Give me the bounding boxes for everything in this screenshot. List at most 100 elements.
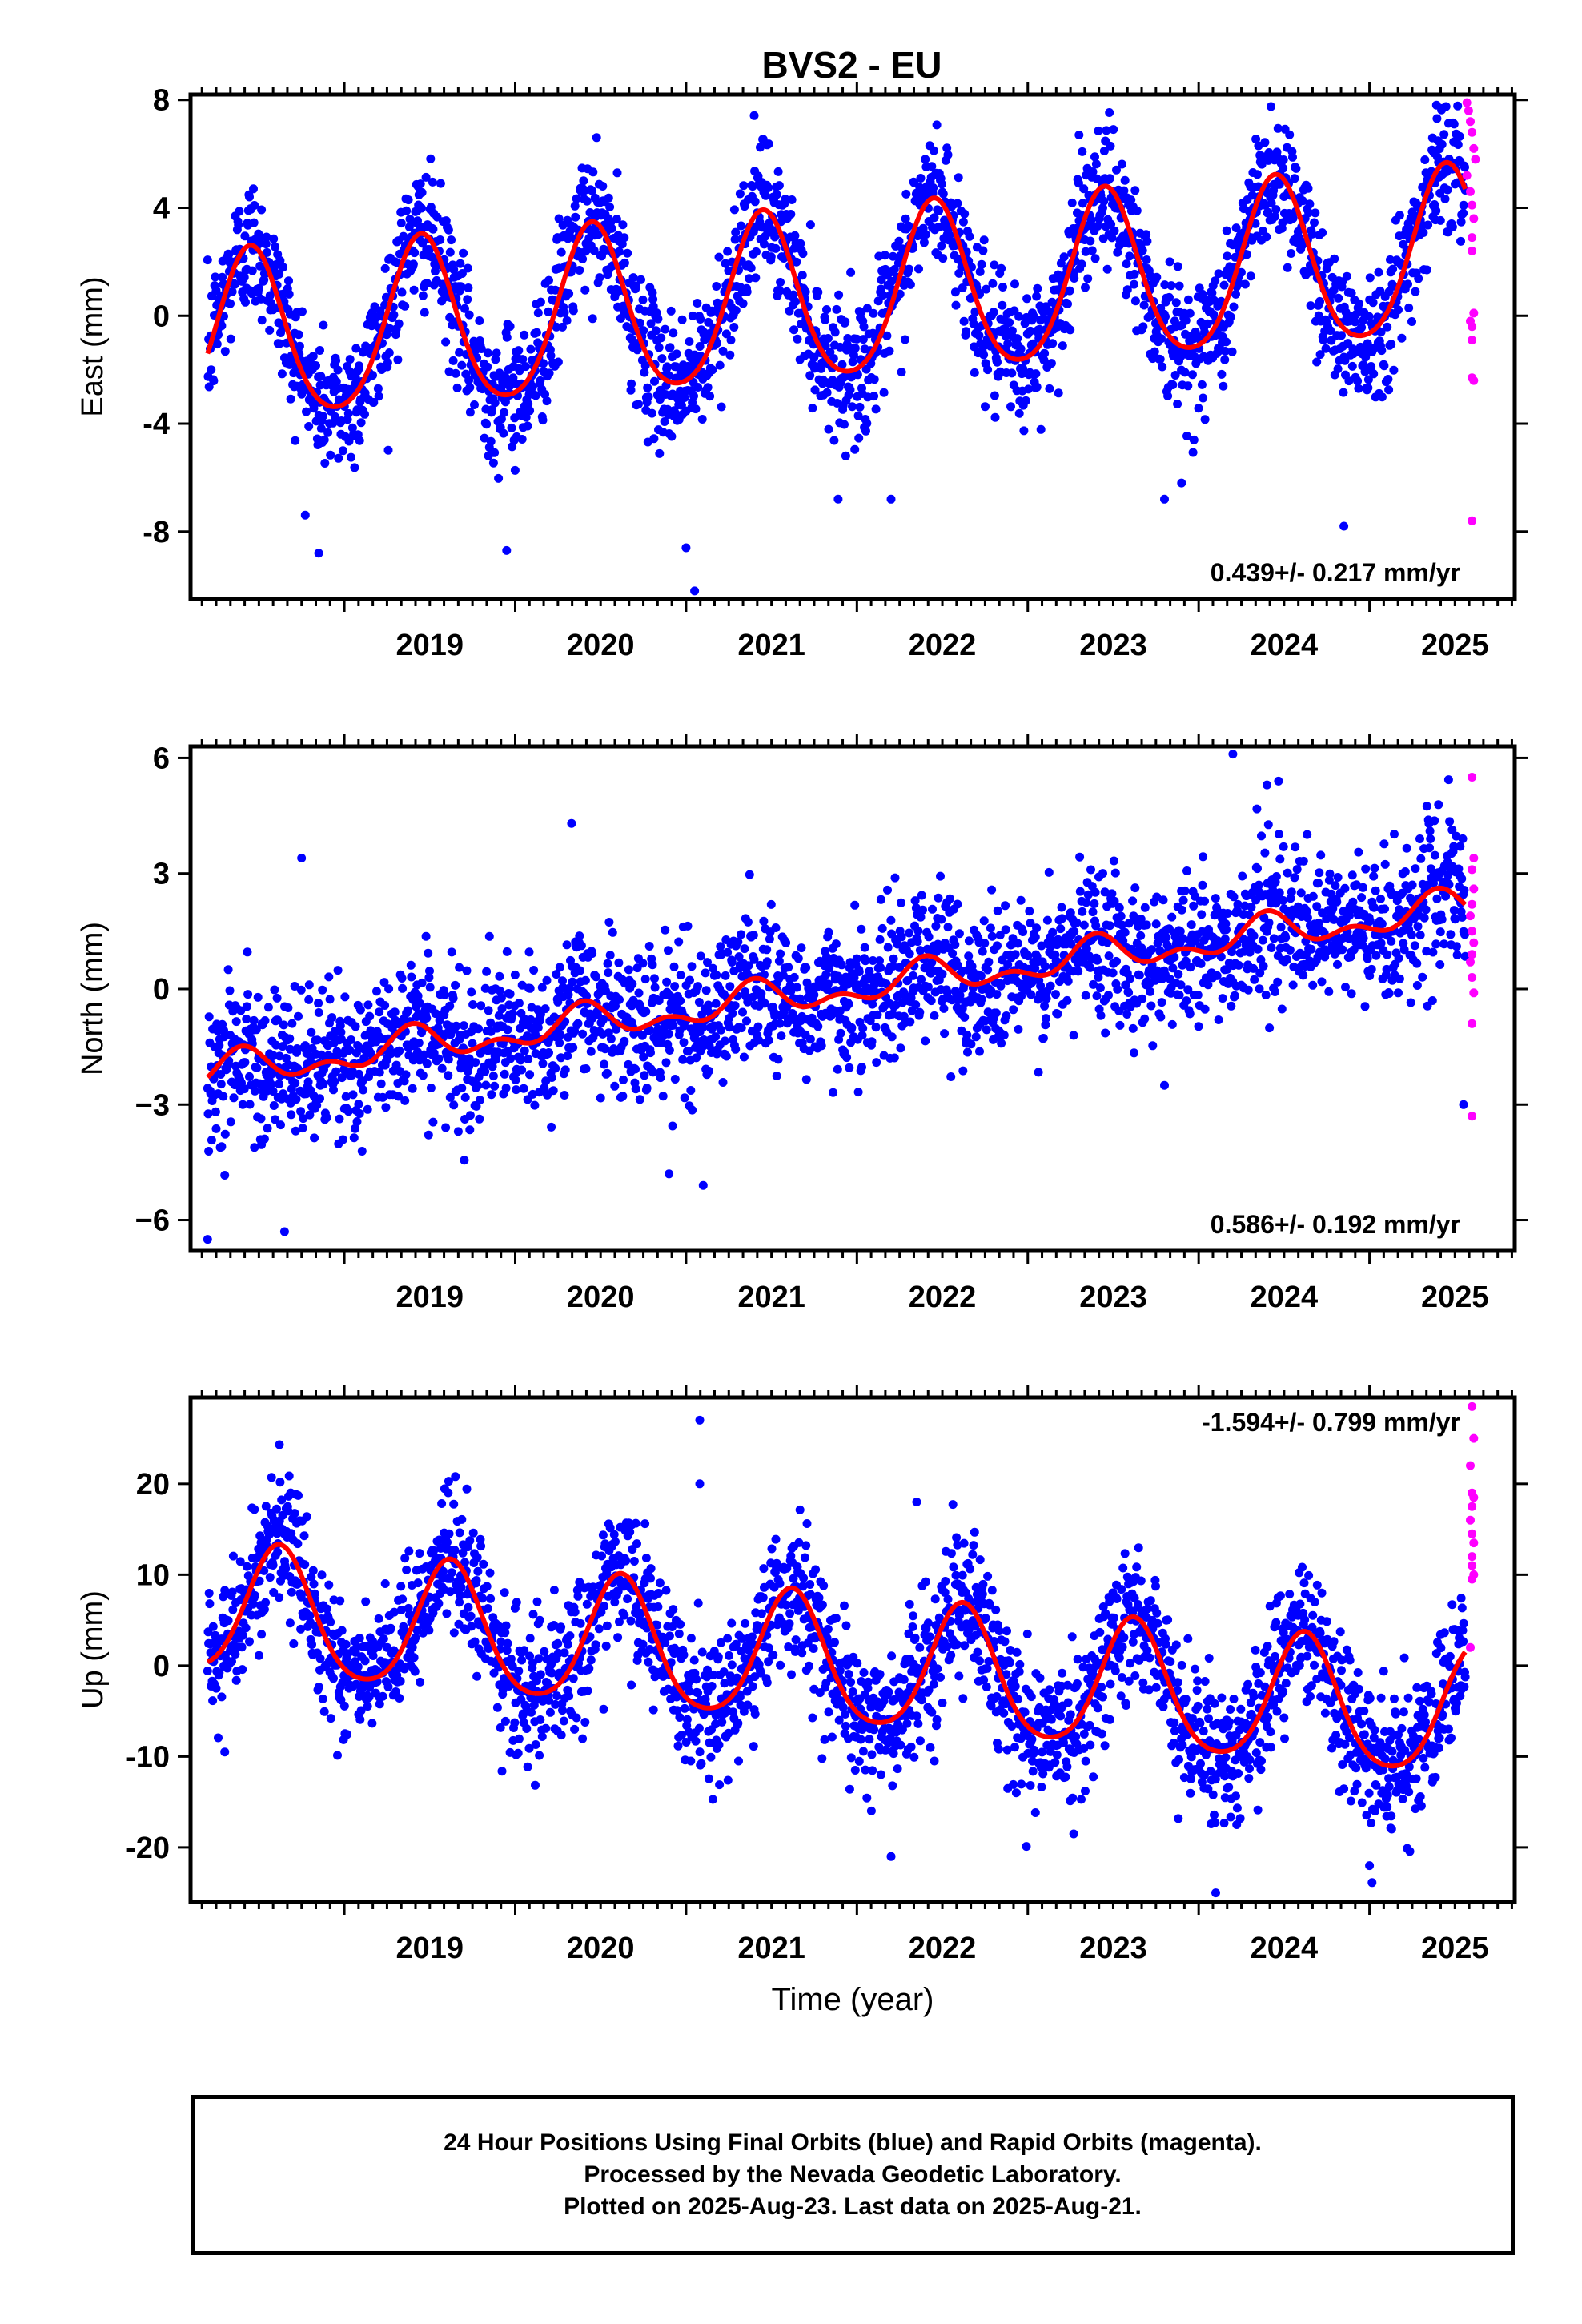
final-orbit-point [1010,279,1019,289]
final-orbit-point [745,870,754,879]
final-orbit-point [595,273,604,283]
final-orbit-point [824,927,833,937]
final-orbit-point [1327,336,1336,345]
final-orbit-point [611,1001,620,1011]
final-orbit-point [623,248,632,258]
final-orbit-point [1276,923,1286,932]
final-orbit-point [381,1103,391,1112]
final-orbit-point [1083,274,1093,283]
final-orbit-point [628,273,638,283]
final-orbit-point [350,463,359,472]
final-orbit-point [1447,222,1457,231]
final-orbit-point [913,926,923,935]
final-orbit-point [1177,905,1186,915]
final-orbit-point [554,214,564,223]
final-orbit-point [457,1053,467,1063]
final-orbit-point [1255,984,1264,994]
final-orbit-point [942,143,952,153]
final-orbit-point [1173,262,1182,271]
final-orbit-point [745,274,754,283]
final-orbit-point [1383,322,1392,332]
final-orbit-point [581,1064,591,1073]
final-orbit-point [1045,384,1054,393]
final-orbit-point [983,965,993,975]
final-orbit-point [1340,356,1350,365]
final-orbit-point [555,963,564,972]
final-orbit-point [465,1125,475,1135]
final-orbit-point [1119,186,1129,195]
final-orbit-point [285,1044,295,1054]
final-orbit-point [1329,915,1339,924]
final-orbit-point [556,1030,565,1039]
final-orbit-point [1314,879,1323,888]
final-orbit-point [457,1084,467,1093]
final-orbit-point [637,1031,647,1040]
final-orbit-point [1189,435,1199,444]
final-orbit-point [304,980,314,990]
final-orbit-point [1107,233,1117,243]
final-orbit-point [703,383,713,392]
final-orbit-point [711,999,721,1008]
final-orbit-point [294,1011,303,1021]
final-orbit-point [425,967,434,975]
final-orbit-point [1220,355,1230,364]
final-orbit-point [404,195,413,205]
final-orbit-point [1186,920,1196,930]
final-orbit-point [997,1039,1006,1048]
final-orbit-point [338,446,347,456]
final-orbit-point [619,1075,628,1084]
final-orbit-point [604,968,613,978]
final-orbit-point [869,981,879,991]
final-orbit-point [708,365,717,375]
final-orbit-point [1013,939,1022,948]
final-orbit-point [936,871,945,881]
final-orbit-point [1075,887,1085,896]
final-orbit-point [1056,924,1066,934]
final-orbit-point [1263,820,1273,830]
final-orbit-point [773,167,783,176]
final-orbit-point [250,1086,259,1096]
final-orbit-point [1357,323,1367,332]
final-orbit-point [505,989,515,999]
final-orbit-point [408,1084,417,1093]
final-orbit-point [1142,920,1151,930]
final-orbit-point [1044,867,1054,877]
final-orbit-point [1194,1022,1203,1031]
final-orbit-point [1102,126,1111,135]
final-orbit-point [530,1100,540,1110]
final-orbit-point [1233,899,1243,909]
final-orbit-point [964,951,974,961]
final-orbit-point [1083,890,1093,899]
final-orbit-point [850,900,860,910]
final-orbit-point [631,1064,640,1074]
final-orbit-point [335,1021,345,1031]
final-orbit-point [243,990,253,999]
final-orbit-point [774,181,784,191]
final-orbit-point [1173,400,1182,408]
final-orbit-point [488,458,498,468]
final-orbit-point [1092,991,1102,1001]
final-orbit-point [1229,892,1239,902]
final-orbit-point [263,1124,272,1133]
final-orbit-point [451,368,460,378]
final-orbit-point [662,977,672,987]
final-orbit-point [490,1081,500,1091]
final-orbit-point [1455,131,1464,141]
final-orbit-point [310,1133,319,1143]
final-orbit-point [739,1052,749,1062]
final-orbit-point [1288,152,1297,162]
final-orbit-point [480,983,490,993]
final-orbit-point [1218,994,1227,1003]
final-orbit-point [355,1109,364,1118]
final-orbit-point [558,976,567,986]
final-orbit-point [260,1016,270,1025]
final-orbit-point [1130,279,1138,289]
final-orbit-point [1374,267,1383,277]
final-orbit-point [1285,945,1295,955]
final-orbit-point [729,205,739,215]
final-orbit-point [329,1085,338,1095]
final-orbit-point [355,361,363,371]
final-orbit-point [1078,199,1087,208]
final-orbit-point [984,957,994,967]
